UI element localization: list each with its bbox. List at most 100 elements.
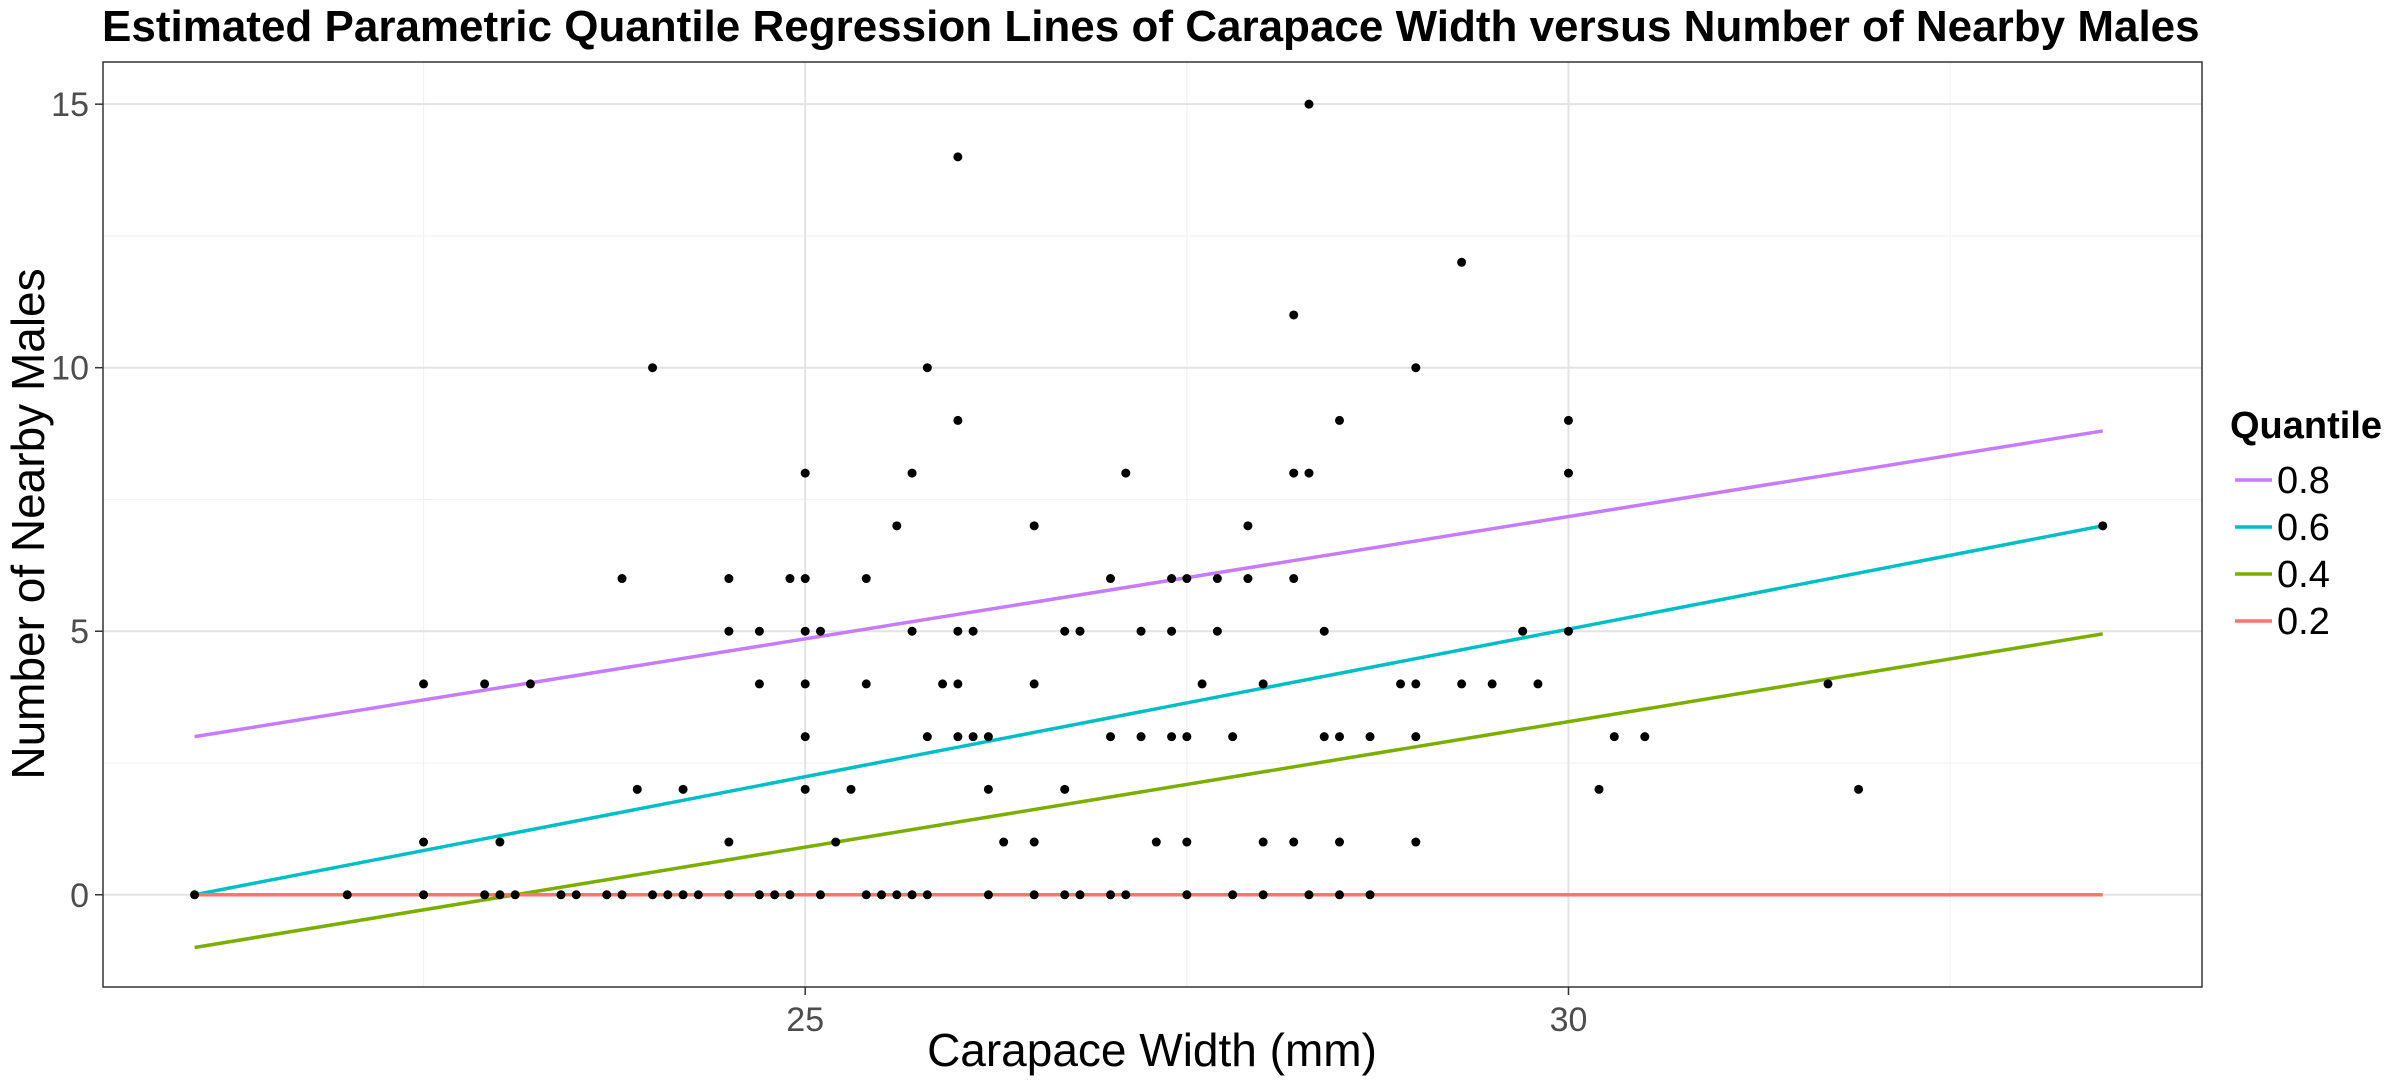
data-point <box>1457 257 1467 267</box>
data-point <box>190 890 200 900</box>
data-point <box>754 626 764 636</box>
data-point <box>968 732 978 742</box>
data-point <box>1396 679 1406 689</box>
data-point <box>1411 679 1421 689</box>
data-point <box>922 890 932 900</box>
data-point <box>1289 837 1299 847</box>
data-point <box>525 679 535 689</box>
data-point <box>754 890 764 900</box>
data-point <box>1136 732 1146 742</box>
data-point <box>724 837 734 847</box>
data-point <box>1487 679 1497 689</box>
data-point <box>1167 574 1177 584</box>
data-point <box>968 626 978 636</box>
y-tick-label: 0 <box>70 877 89 915</box>
data-point <box>1182 890 1192 900</box>
data-point <box>602 890 612 900</box>
data-point <box>983 732 993 742</box>
data-point <box>1106 890 1116 900</box>
legend-label: 0.8 <box>2277 460 2330 502</box>
data-point <box>693 890 703 900</box>
data-point <box>1335 732 1345 742</box>
data-point <box>800 468 810 478</box>
data-point <box>342 890 352 900</box>
data-point <box>495 890 505 900</box>
data-point <box>1594 784 1604 794</box>
data-point <box>1167 732 1177 742</box>
data-point <box>1106 574 1116 584</box>
data-point <box>1335 890 1345 900</box>
data-point <box>1167 626 1177 636</box>
series-layer <box>194 429 2104 950</box>
data-point <box>922 363 932 373</box>
data-point <box>1304 99 1314 109</box>
data-point <box>1365 732 1375 742</box>
data-point <box>1258 679 1268 689</box>
data-point <box>1854 784 1864 794</box>
data-point <box>1304 890 1314 900</box>
data-point <box>1533 679 1543 689</box>
data-point <box>1289 574 1299 584</box>
data-point <box>1182 574 1192 584</box>
data-point <box>1518 626 1528 636</box>
data-point <box>785 574 795 584</box>
chart-title: Estimated Parametric Quantile Regression… <box>102 2 2200 51</box>
data-point <box>678 890 688 900</box>
legend-label: 0.4 <box>2277 554 2330 596</box>
legend-item-0-6: 0.6 <box>2235 507 2330 549</box>
data-point <box>983 890 993 900</box>
data-point <box>571 890 581 900</box>
data-point <box>983 784 993 794</box>
data-point <box>953 626 963 636</box>
data-point <box>1228 890 1238 900</box>
data-point <box>648 363 658 373</box>
data-point <box>800 679 810 689</box>
data-point <box>785 890 795 900</box>
data-point <box>1151 837 1161 847</box>
data-point <box>1335 415 1345 425</box>
legend-item-0-8: 0.8 <box>2235 460 2330 502</box>
data-point <box>754 679 764 689</box>
data-point <box>1411 732 1421 742</box>
data-point <box>1060 890 1070 900</box>
data-point <box>1121 468 1131 478</box>
data-point <box>1029 521 1039 531</box>
legend-label: 0.2 <box>2277 601 2330 643</box>
data-point <box>1563 468 1573 478</box>
data-point <box>724 626 734 636</box>
data-point <box>1060 626 1070 636</box>
data-point <box>1243 574 1253 584</box>
y-tick-label: 15 <box>51 86 89 124</box>
data-point <box>815 890 825 900</box>
data-point <box>724 574 734 584</box>
data-point <box>1411 363 1421 373</box>
x-tick-label: 30 <box>1550 1001 1588 1039</box>
data-point <box>480 679 490 689</box>
x-axis-title: Carapace Width (mm) <box>927 1024 1377 1076</box>
data-point <box>953 152 963 162</box>
data-point <box>938 679 948 689</box>
data-point <box>1365 890 1375 900</box>
data-point <box>1075 626 1085 636</box>
data-point <box>1075 890 1085 900</box>
data-point <box>800 574 810 584</box>
data-point <box>815 626 825 636</box>
data-point <box>907 890 917 900</box>
data-point <box>1335 837 1345 847</box>
data-point <box>419 890 429 900</box>
axis-layer: 25 30 0 5 10 15 <box>51 86 1587 1039</box>
data-point <box>892 890 902 900</box>
data-point <box>419 679 429 689</box>
data-point <box>877 890 887 900</box>
data-point <box>800 784 810 794</box>
data-point <box>1258 890 1268 900</box>
data-point <box>953 415 963 425</box>
data-point <box>1823 679 1833 689</box>
data-point <box>648 890 658 900</box>
x-tick-label: 25 <box>786 1001 824 1039</box>
legend-title: Quantile <box>2230 405 2382 447</box>
data-point <box>1304 468 1314 478</box>
data-point <box>953 679 963 689</box>
data-point <box>1640 732 1650 742</box>
